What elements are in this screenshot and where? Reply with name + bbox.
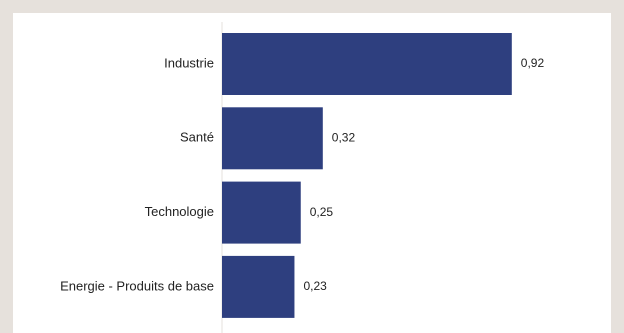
value-label: 0,23 — [303, 279, 327, 293]
bar-1 — [222, 107, 323, 170]
category-label: Santé — [180, 130, 214, 145]
bar-3 — [222, 255, 295, 318]
category-label: Technologie — [145, 204, 214, 219]
bars-group: Industrie 0,92 Santé 0,32 Technologie 0,25 Ene… — [60, 33, 544, 318]
bar-0 — [222, 33, 512, 95]
value-label: 0,32 — [332, 130, 356, 144]
value-label: 0,92 — [521, 56, 545, 70]
category-label: Energie - Produits de base — [60, 278, 214, 293]
bar-2 — [222, 181, 301, 244]
category-label: Industrie — [164, 55, 214, 70]
value-label: 0,25 — [310, 205, 334, 219]
